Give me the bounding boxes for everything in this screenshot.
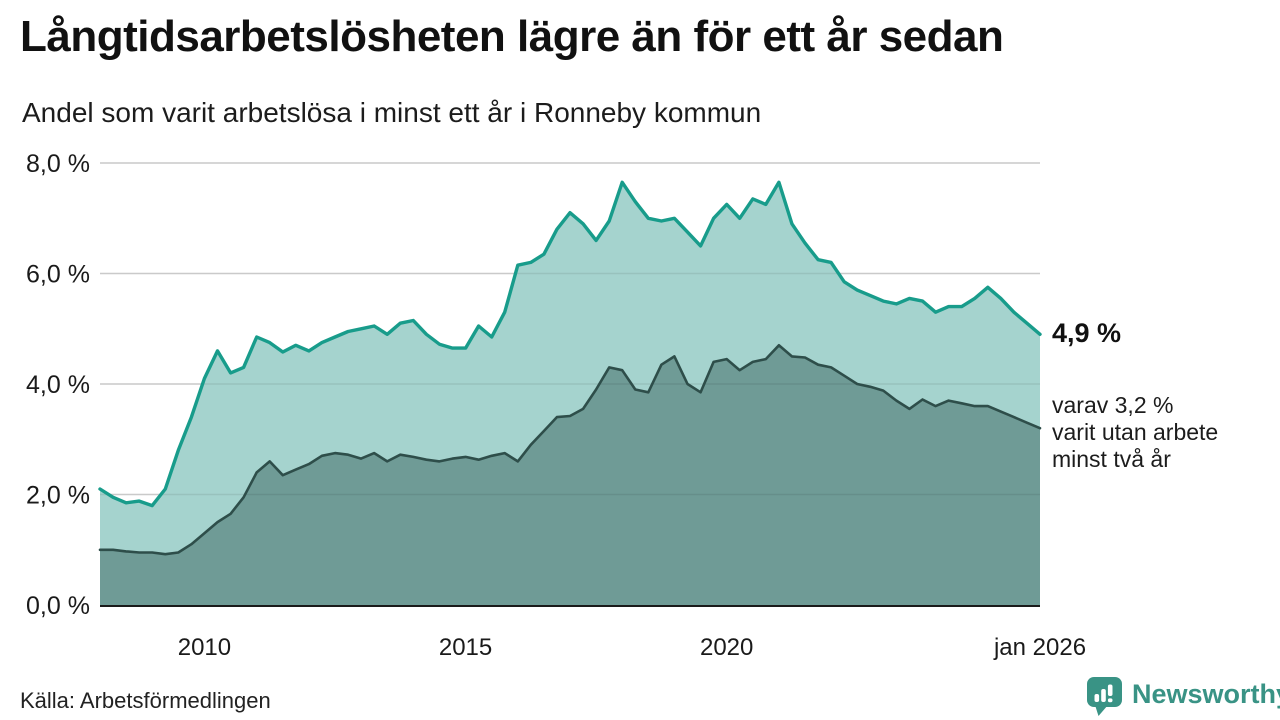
newsworthy-logo-text: Newsworthy (1132, 679, 1280, 709)
x-tick-label: jan 2026 (993, 634, 1086, 661)
y-tick-label: 4,0 % (26, 371, 90, 399)
latest-value-label: 4,9 % (1052, 318, 1122, 348)
source-caption: Källa: Arbetsförmedlingen (20, 688, 271, 713)
secondary-value-note: varav 3,2 % varit utan arbete minst två … (1052, 392, 1219, 473)
series-line-1 (98, 344, 1042, 556)
page-title: Långtidsarbetslösheten lägre än för ett … (20, 12, 1004, 61)
series-line-0 (98, 180, 1042, 508)
newsworthy-logo: Newsworthy (1086, 676, 1280, 718)
newsworthy-logo-icon (1087, 677, 1122, 716)
chart-subtitle: Andel som varit arbetslösa i minst ett å… (22, 97, 762, 128)
y-tick-label: 0,0 % (26, 592, 90, 620)
y-tick-label: 8,0 % (26, 150, 90, 178)
area-fill-1 (100, 345, 1040, 605)
x-tick-label: 2010 (178, 634, 231, 661)
y-tick-label: 6,0 % (26, 261, 90, 289)
x-tick-label: 2020 (700, 634, 753, 661)
y-tick-label: 2,0 % (26, 482, 90, 510)
x-tick-label: 2015 (439, 634, 492, 661)
